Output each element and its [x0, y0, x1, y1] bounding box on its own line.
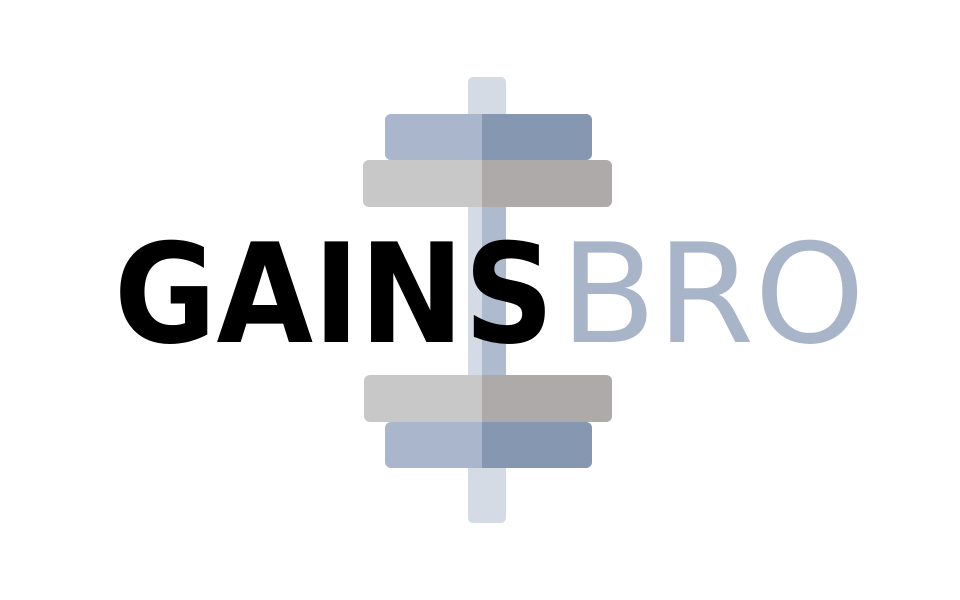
wordmark-gains: GAINS	[114, 214, 554, 375]
bottom-inner-plate	[364, 375, 612, 422]
dumbbell-icon	[363, 77, 612, 523]
dumbbell-bar-center	[482, 207, 506, 375]
wordmark-bro: BRO	[560, 214, 865, 375]
top-outer-plate	[385, 114, 592, 160]
wordmark: GAINS BRO	[114, 214, 865, 375]
top-inner-plate	[363, 160, 612, 207]
bottom-outer-plate	[385, 422, 592, 468]
